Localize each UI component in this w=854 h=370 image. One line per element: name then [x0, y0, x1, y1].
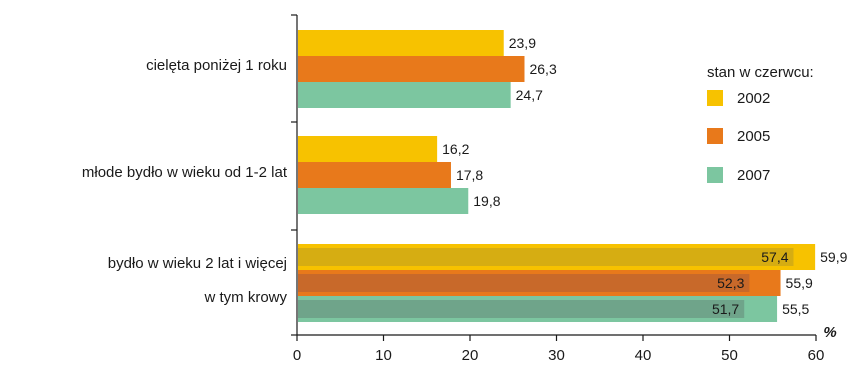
sub-value-label-2005: 52,3	[717, 275, 744, 291]
bar-0-2005	[298, 56, 525, 82]
bar-1-2007	[298, 188, 469, 214]
labels-layer: 23,9 26,3 24,7 16,2 17,8 19,8 59,9 57,4 55,9 52,3…	[82, 35, 848, 364]
legend-label-2007: 2007	[737, 167, 770, 184]
bar-0-2007	[298, 82, 511, 108]
value-label-1-2002: 16,2	[442, 141, 469, 157]
x-tick-label-60: 60	[808, 347, 825, 364]
x-tick-label-10: 10	[375, 347, 392, 364]
value-label-0-2005: 26,3	[529, 61, 556, 77]
value-label-0-2007: 24,7	[516, 87, 543, 103]
x-tick-label-20: 20	[462, 347, 479, 364]
sub-bar-cows-2005	[298, 274, 750, 292]
value-label-1-2007: 19,8	[473, 193, 500, 209]
sub-bar-cows-2002	[298, 248, 794, 266]
axes-layer	[291, 14, 817, 341]
x-tick-label-0: 0	[293, 347, 301, 364]
legend: stan w czerwcu: 2002 2005 2007	[707, 64, 814, 184]
value-label-2-2005: 55,9	[786, 275, 813, 291]
sub-value-label-2002: 57,4	[761, 249, 788, 265]
sub-bar-cows-2007	[298, 300, 745, 318]
x-tick-label-40: 40	[635, 347, 652, 364]
x-tick-label-50: 50	[721, 347, 738, 364]
legend-label-2002: 2002	[737, 90, 770, 107]
value-label-2-2007: 55,5	[782, 301, 809, 317]
sub-category-label: w tym krowy	[204, 289, 288, 306]
legend-label-2005: 2005	[737, 128, 770, 145]
category-label-0: cielęta poniżej 1 roku	[146, 57, 287, 74]
bars-layer	[298, 30, 816, 322]
bar-1-2005	[298, 162, 451, 188]
unit-label: %	[823, 324, 836, 341]
category-label-2: bydło w wieku 2 lat i więcej	[108, 255, 287, 272]
sub-value-label-2007: 51,7	[712, 301, 739, 317]
legend-swatch-2005	[707, 128, 723, 144]
legend-swatch-2002	[707, 90, 723, 106]
category-label-1: młode bydło w wieku od 1-2 lat	[82, 164, 288, 181]
legend-swatch-2007	[707, 167, 723, 183]
bar-0-2002	[298, 30, 504, 56]
bar-1-2002	[298, 136, 438, 162]
value-label-1-2005: 17,8	[456, 167, 483, 183]
value-label-0-2002: 23,9	[509, 35, 536, 51]
x-tick-label-30: 30	[548, 347, 565, 364]
legend-title: stan w czerwcu:	[707, 64, 814, 81]
value-label-2-2002: 59,9	[820, 249, 847, 265]
